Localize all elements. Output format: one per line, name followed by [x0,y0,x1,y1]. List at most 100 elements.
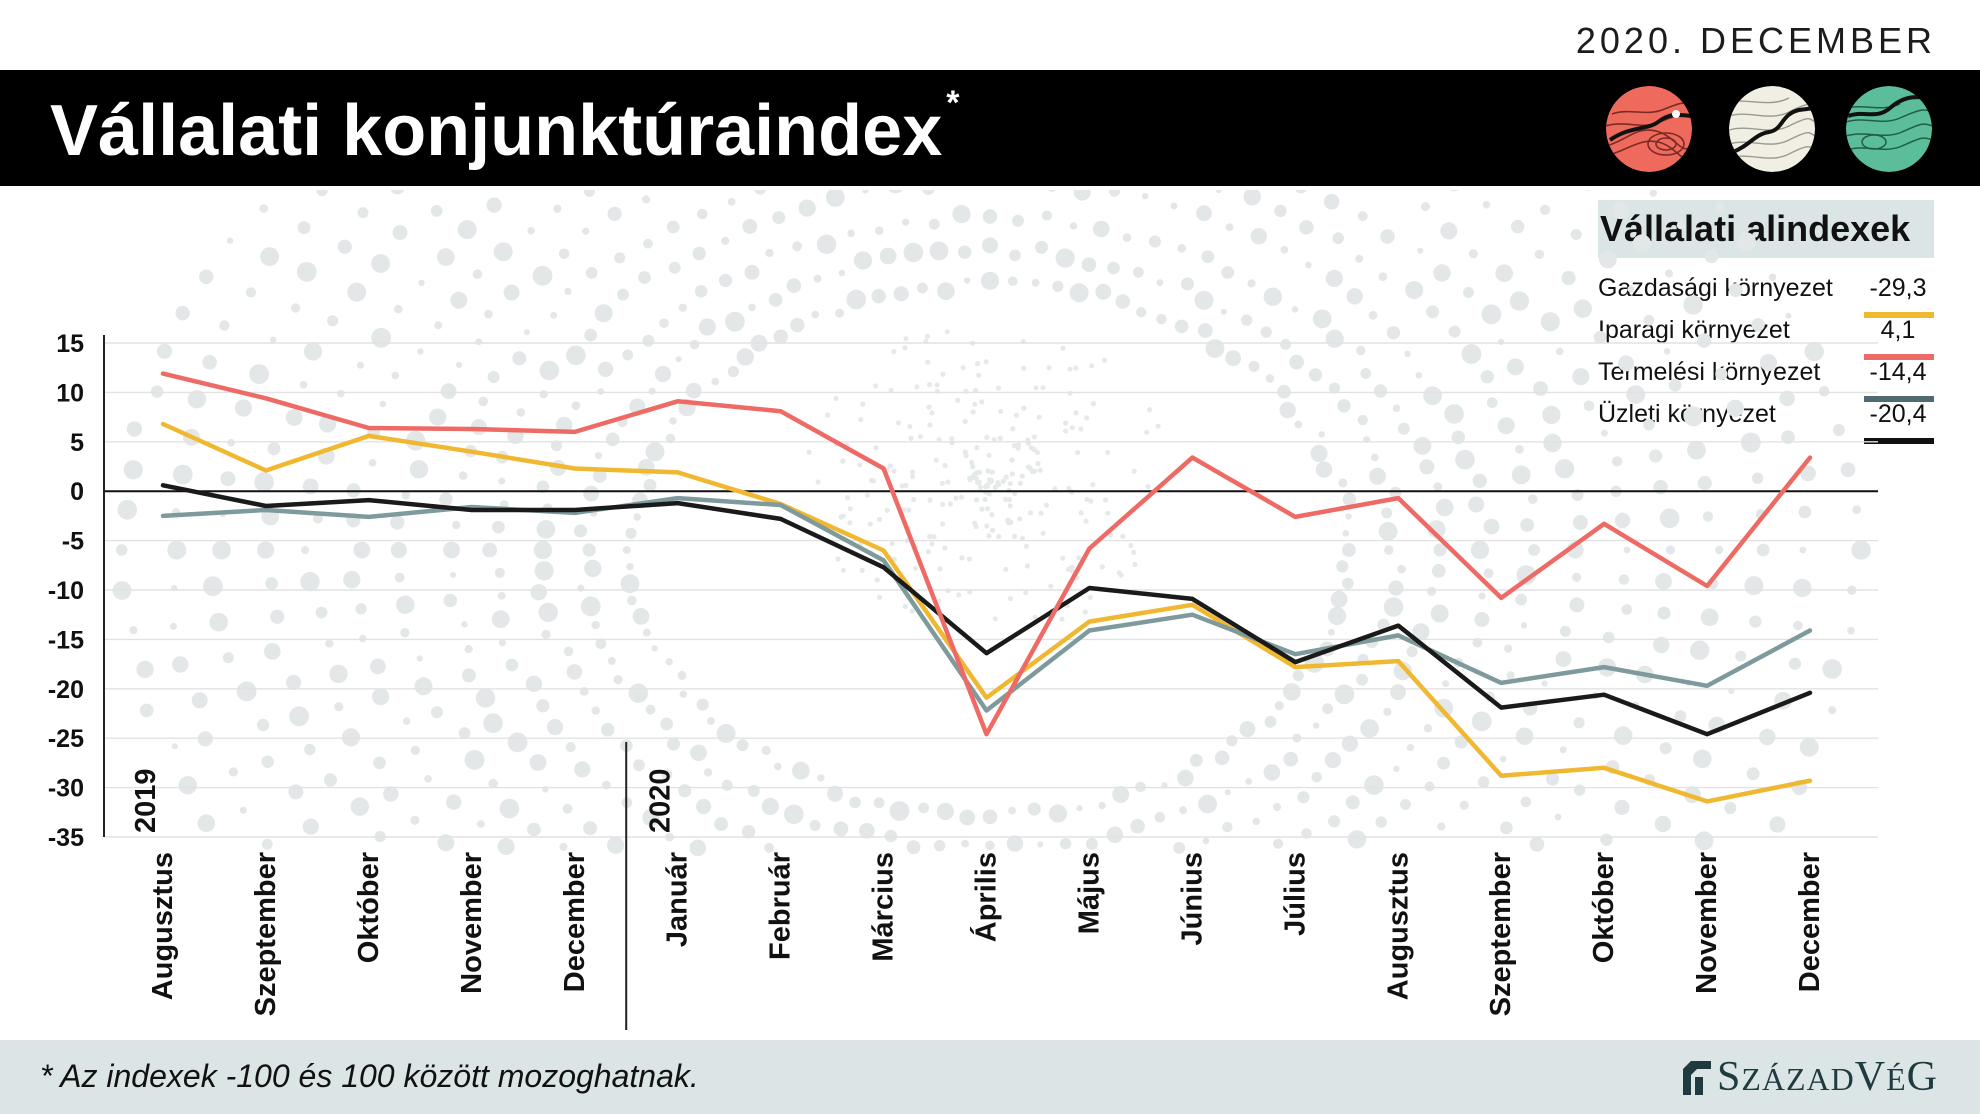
background-dot [613,675,623,685]
background-dot [503,284,520,301]
background-dot [1468,249,1478,259]
background-dot [998,408,1004,414]
background-dot [976,372,982,378]
background-dot [985,840,995,851]
background-dot [1412,623,1430,641]
background-dot [1225,350,1241,367]
background-dot [1292,670,1304,682]
background-dot [696,698,709,711]
background-dot [1423,386,1442,406]
background-dot [869,477,875,483]
background-dot [1659,508,1680,529]
x-tick-label: Szeptember [250,852,282,1016]
background-dot [906,507,912,513]
background-dot [1448,325,1461,338]
background-dot [497,591,506,600]
background-dot [299,381,308,389]
background-dot [996,533,1002,540]
background-dot [1554,813,1562,821]
background-dot [1504,644,1513,653]
background-dot [1008,276,1018,286]
background-dot [692,246,706,261]
background-dot [985,468,991,474]
background-dot [659,318,669,328]
background-dot [1822,659,1843,679]
background-dot [707,717,715,725]
background-dot [1189,753,1203,767]
background-dot [571,401,581,411]
background-dot [1451,430,1466,445]
background-dot [1726,399,1744,417]
background-dot [558,248,570,260]
background-dot [1002,496,1009,503]
background-dot [896,420,902,426]
background-dot [945,479,951,485]
background-dot [917,434,924,440]
background-dot [1785,312,1792,319]
background-dot [574,524,587,538]
background-dot [773,329,788,344]
background-dot [911,496,917,503]
background-dot [1573,299,1593,318]
x-tick-label: Július [1279,852,1311,936]
year-label: 2019 [130,768,162,833]
background-dot [270,609,285,624]
x-tick-label: Január [662,852,694,947]
background-dot [1295,190,1307,194]
background-dot [984,506,991,512]
background-dot [888,190,903,194]
background-dot [585,267,598,279]
background-dot [370,658,386,675]
background-dot [902,218,910,226]
footnote: * Az indexek -100 és 100 között mozoghat… [40,1058,699,1094]
background-dot [1017,516,1023,522]
background-dot [736,739,749,752]
background-dot [1653,636,1670,654]
background-dot [219,320,230,331]
y-tick-label: -5 [62,528,84,556]
background-dot [1612,456,1623,467]
background-dot [167,540,187,560]
background-dot [1561,270,1576,286]
background-dot [632,608,650,625]
background-dot [907,424,913,430]
background-dot [400,628,410,638]
background-dot [245,287,257,298]
background-dot [202,354,217,370]
background-dot [577,584,585,592]
background-dot [727,198,736,206]
background-dot [931,534,937,540]
background-dot [234,399,253,417]
background-dot [991,437,997,443]
background-dot [1540,312,1560,332]
background-dot [410,815,420,825]
legend-item-value: -14,4 [1869,358,1927,386]
background-dot [1399,799,1411,810]
background-dot [1181,277,1194,291]
background-dot [1135,307,1147,318]
background-dot [493,242,513,262]
background-dot [1099,564,1105,570]
background-dot [1528,544,1540,556]
background-dot [1021,365,1027,371]
background-dot [1459,800,1469,810]
background-dot [1052,280,1064,292]
background-dot [668,261,681,274]
background-dot [1405,281,1424,300]
background-dot [1626,385,1646,404]
background-dot [675,356,682,363]
background-dot [437,248,455,266]
background-dot [574,761,591,778]
background-dot [1515,727,1534,746]
background-dot [1069,222,1078,230]
background-dot [257,541,275,559]
background-dot [1540,204,1551,215]
background-dot [1252,817,1260,826]
background-dot [761,797,779,816]
background-dot [917,282,928,294]
y-tick-label: -20 [48,676,84,704]
background-dot [390,515,405,530]
background-dot [261,755,274,768]
background-dot [614,252,626,264]
background-dot [594,452,603,460]
